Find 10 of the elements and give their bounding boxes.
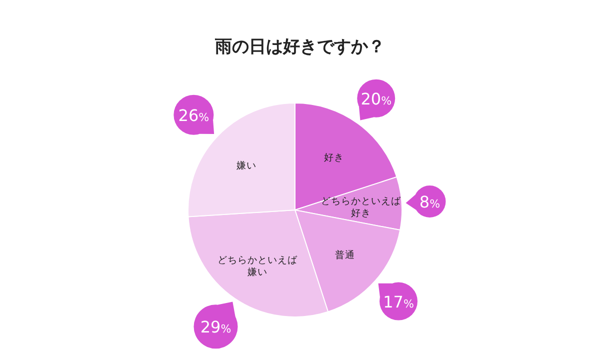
data-label: 29%	[200, 318, 232, 337]
data-label: 17%	[383, 292, 414, 312]
data-label: 20%	[360, 89, 392, 108]
data-label: 8%	[419, 192, 440, 212]
slice-label: 好き	[324, 152, 344, 164]
data-label: 26%	[178, 106, 210, 125]
chart-title: 雨の日は好きですか？	[214, 37, 385, 57]
slice-label: どちらかといえば嫌い	[218, 254, 299, 278]
slice-label: 普通	[334, 248, 355, 261]
slice-label: 嫌い	[236, 160, 257, 172]
